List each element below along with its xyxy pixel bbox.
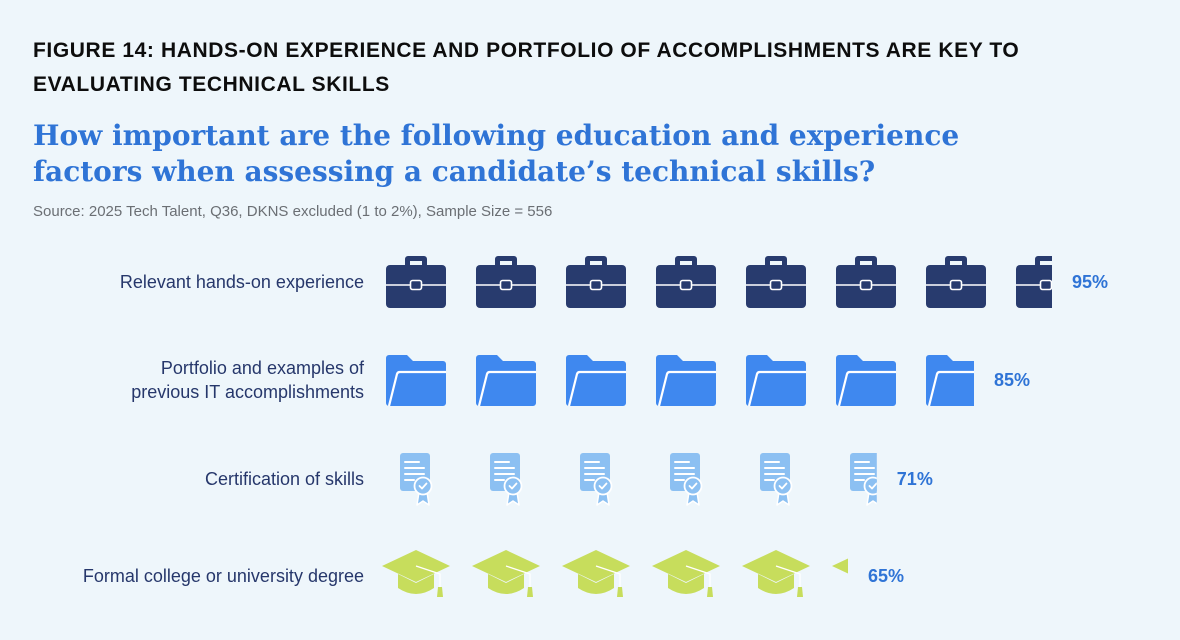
value-label: 65% xyxy=(868,566,904,586)
folder-icon-partial xyxy=(926,355,974,407)
value-label: 85% xyxy=(994,370,1030,390)
certificate-icon xyxy=(760,453,793,506)
graduation-cap-icon xyxy=(382,550,450,597)
source-note: Source: 2025 Tech Talent, Q36, DKNS excl… xyxy=(33,203,553,220)
folder-icon xyxy=(746,355,806,407)
row-label: Portfolio and examples of xyxy=(161,358,365,378)
briefcase-icon-partial xyxy=(1016,256,1052,308)
value-label: 95% xyxy=(1072,272,1108,292)
folder-icon xyxy=(476,355,536,407)
certificate-icon xyxy=(670,453,703,506)
briefcase-icon xyxy=(476,256,536,308)
briefcase-icon xyxy=(566,256,626,308)
certificate-icon xyxy=(400,453,433,506)
row-label: Certification of skills xyxy=(205,469,364,489)
graduation-cap-icon-partial xyxy=(832,558,848,574)
folder-icon xyxy=(386,355,446,407)
briefcase-icon xyxy=(926,256,986,308)
row-label: Relevant hands-on experience xyxy=(120,272,364,292)
row-label: previous IT accomplishments xyxy=(131,382,364,402)
folder-icon xyxy=(566,355,626,407)
graduation-cap-icon xyxy=(652,550,720,597)
graduation-cap-icon xyxy=(562,550,630,597)
graduation-cap-icon xyxy=(742,550,810,597)
folder-icon xyxy=(836,355,896,407)
folder-icon xyxy=(926,355,974,407)
folder-icon xyxy=(656,355,716,407)
value-label: 71% xyxy=(897,469,933,489)
briefcase-icon xyxy=(656,256,716,308)
briefcase-icon xyxy=(1016,256,1052,308)
briefcase-icon xyxy=(836,256,896,308)
briefcase-icon xyxy=(386,256,446,308)
certificate-icon-partial xyxy=(850,453,877,506)
certificate-icon xyxy=(580,453,613,506)
briefcase-icon xyxy=(746,256,806,308)
certificate-icon xyxy=(850,453,877,506)
chart-question: How important are the following educatio… xyxy=(33,119,960,188)
certificate-icon xyxy=(490,453,523,506)
figure-title: FIGURE 14: HANDS-ON EXPERIENCE AND PORTF… xyxy=(33,39,1020,96)
graduation-cap-icon xyxy=(472,550,540,597)
graduation-cap-icon xyxy=(832,558,848,574)
row-label: Formal college or university degree xyxy=(83,566,364,586)
